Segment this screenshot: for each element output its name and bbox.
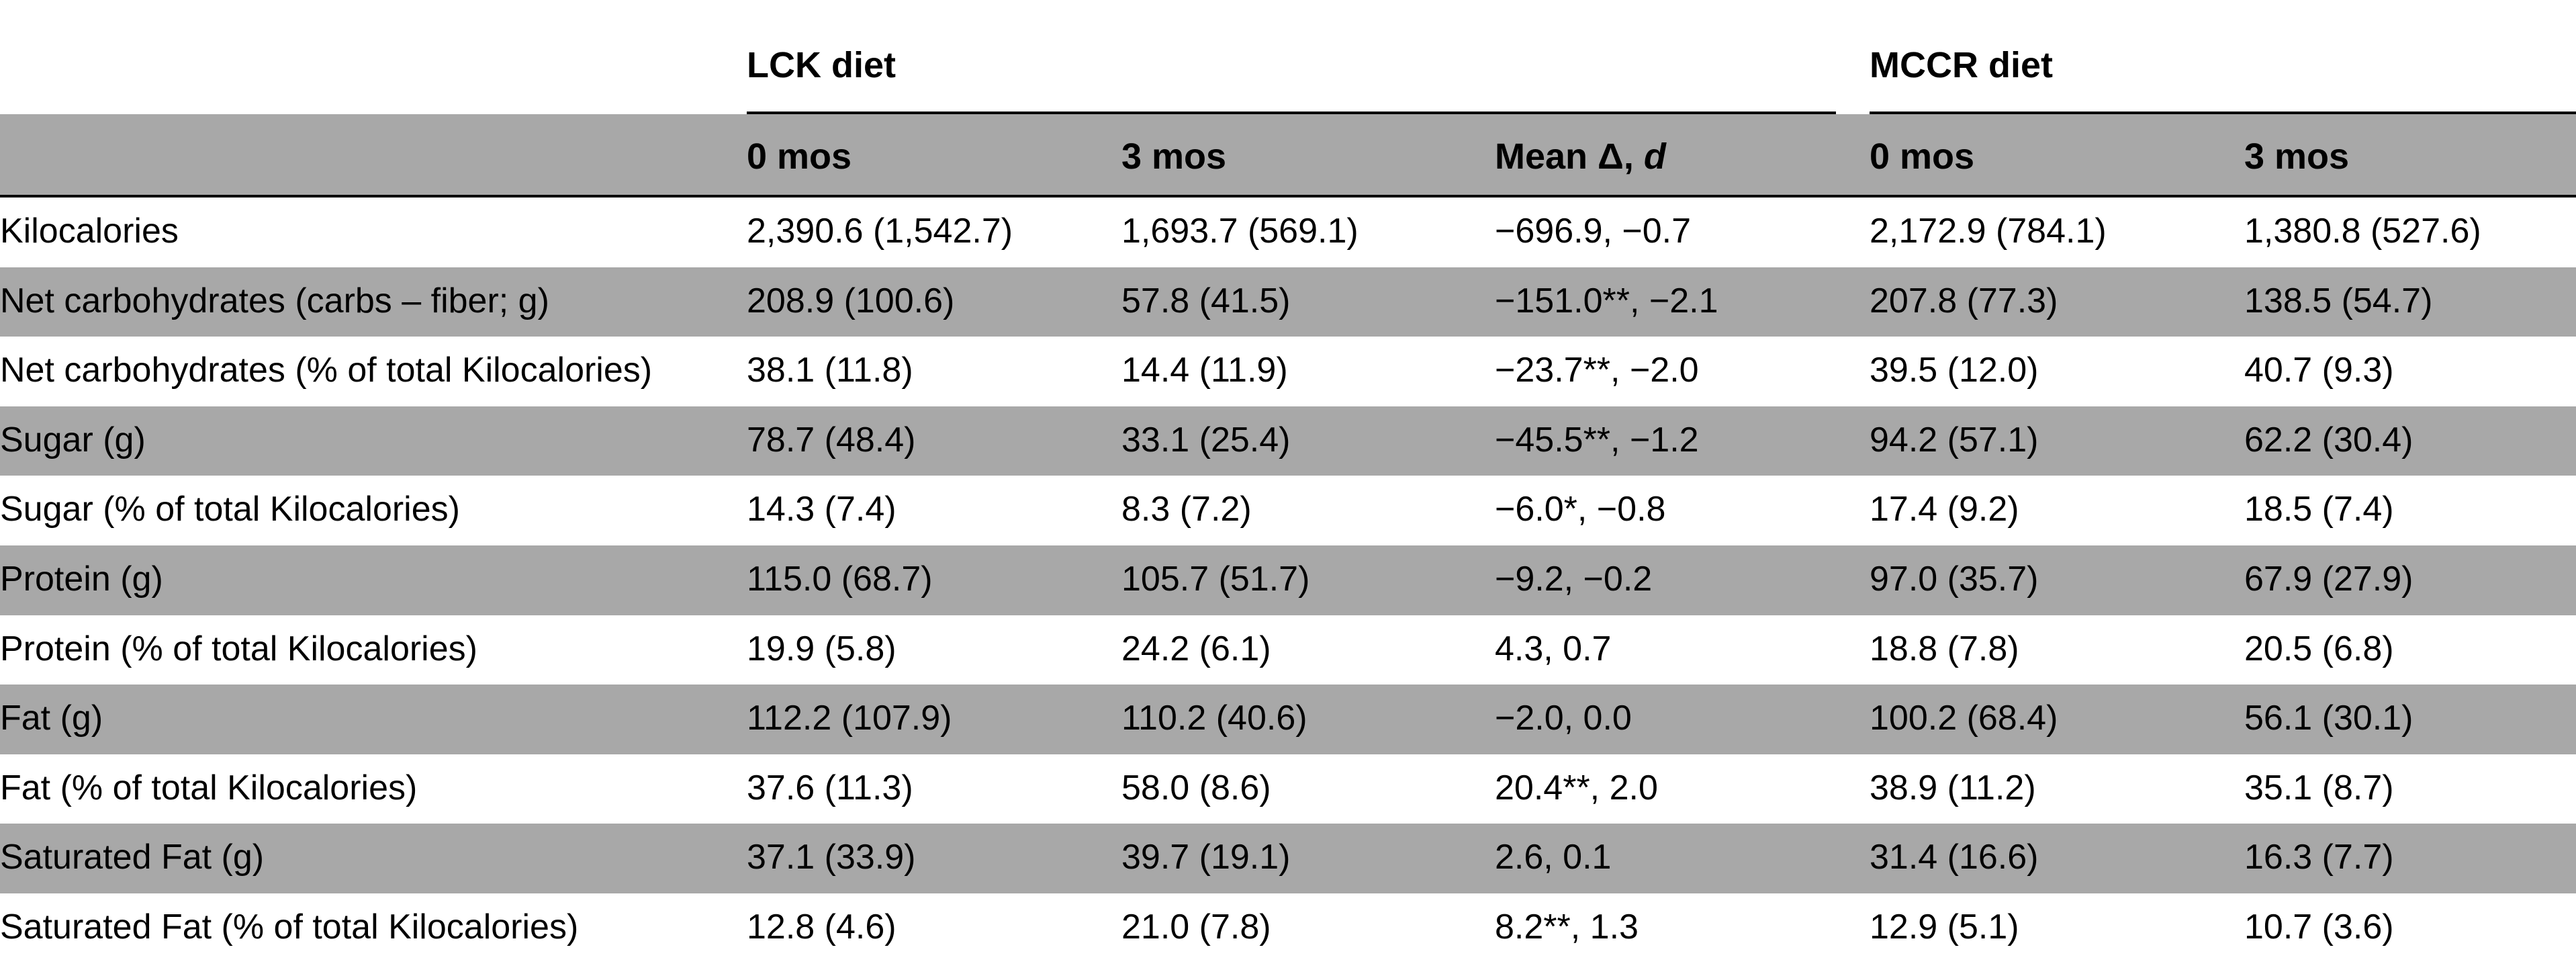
row-label: Net carbohydrates (% of total Kilocalori… [0, 351, 653, 390]
cell-mccr-3-mos: 56.1 (30.1) [2244, 699, 2413, 738]
cell-lck-0-mos: 14.3 (7.4) [747, 490, 896, 529]
table-row: Net carbohydrates (carbs – fiber; g) 208.… [0, 267, 2576, 337]
cell-mean-delta: −696.9, −0.7 [1495, 212, 1692, 251]
row-label: Saturated Fat (g) [0, 838, 265, 877]
cell-lck-0-mos: 37.6 (11.3) [747, 768, 913, 807]
cell-mccr-3-mos: 62.2 (30.4) [2244, 420, 2413, 459]
table-row: Fat (% of total Kilocalories) 37.6 (11.3)… [0, 754, 2576, 824]
cell-mccr-0-mos: 100.2 (68.4) [1870, 699, 2058, 738]
row-label: Sugar (% of total Kilocalories) [0, 490, 460, 529]
column-header-mean-delta: Mean Δ, d [1495, 138, 1666, 175]
cell-mccr-3-mos: 18.5 (7.4) [2244, 490, 2394, 529]
cell-lck-0-mos: 78.7 (48.4) [747, 420, 916, 459]
header-rule [0, 195, 2576, 197]
cell-mean-delta: 4.3, 0.7 [1495, 629, 1612, 668]
cell-lck-3-mos: 24.2 (6.1) [1121, 629, 1271, 668]
cell-lck-0-mos: 208.9 (100.6) [747, 281, 955, 320]
cell-mccr-0-mos: 207.8 (77.3) [1870, 281, 2058, 320]
cell-lck-3-mos: 39.7 (19.1) [1121, 838, 1291, 877]
cell-mean-delta: 2.6, 0.1 [1495, 838, 1612, 877]
cell-lck-0-mos: 115.0 (68.7) [747, 559, 933, 599]
cell-mean-delta: −6.0*, −0.8 [1495, 490, 1666, 529]
cell-lck-3-mos: 58.0 (8.6) [1121, 768, 1271, 807]
cell-lck-3-mos: 33.1 (25.4) [1121, 420, 1291, 459]
table-row: Protein (% of total Kilocalories) 19.9 (5… [0, 615, 2576, 685]
cell-lck-3-mos: 8.3 (7.2) [1121, 490, 1252, 529]
cell-lck-0-mos: 12.8 (4.6) [747, 907, 896, 946]
row-label: Kilocalories [0, 212, 179, 251]
table-row: Sugar (g) 78.7 (48.4) 33.1 (25.4) −45.5**, … [0, 406, 2576, 476]
group-header-lck: LCK diet [747, 45, 896, 85]
table-row: Saturated Fat (% of total Kilocalories) 1… [0, 893, 2576, 963]
cell-lck-3-mos: 1,693.7 (569.1) [1121, 212, 1359, 251]
row-label: Net carbohydrates (carbs – fiber; g) [0, 281, 549, 320]
cell-lck-0-mos: 2,390.6 (1,542.7) [747, 212, 1013, 251]
row-label: Saturated Fat (% of total Kilocalories) [0, 907, 579, 946]
cell-mccr-0-mos: 18.8 (7.8) [1870, 629, 2019, 668]
row-label: Sugar (g) [0, 420, 146, 459]
row-label: Protein (g) [0, 559, 163, 599]
cell-mccr-0-mos: 2,172.9 (784.1) [1870, 212, 2107, 251]
cell-mean-delta: 8.2**, 1.3 [1495, 907, 1639, 946]
table-row: Net carbohydrates (% of total Kilocalori… [0, 337, 2576, 406]
table-row: Protein (g) 115.0 (68.7) 105.7 (51.7) −9.2,… [0, 545, 2576, 615]
cell-mccr-3-mos: 40.7 (9.3) [2244, 351, 2394, 390]
column-header-mccr-3-mos: 3 mos [2244, 136, 2350, 177]
cell-mccr-3-mos: 35.1 (8.7) [2244, 768, 2394, 807]
row-label: Fat (% of total Kilocalories) [0, 768, 418, 807]
column-header-mccr-0-mos: 0 mos [1870, 136, 1975, 177]
cell-mean-delta: −9.2, −0.2 [1495, 559, 1653, 599]
cell-lck-0-mos: 37.1 (33.9) [747, 838, 916, 877]
table-row: Kilocalories 2,390.6 (1,542.7) 1,693.7 (56… [0, 197, 2576, 267]
cell-lck-3-mos: 110.2 (40.6) [1121, 699, 1307, 738]
cell-lck-3-mos: 105.7 (51.7) [1121, 559, 1310, 599]
cell-lck-0-mos: 19.9 (5.8) [747, 629, 896, 668]
cell-lck-0-mos: 38.1 (11.8) [747, 351, 913, 390]
row-label: Protein (% of total Kilocalories) [0, 629, 477, 668]
cell-mccr-0-mos: 39.5 (12.0) [1870, 351, 2039, 390]
cell-mccr-3-mos: 20.5 (6.8) [2244, 629, 2394, 668]
cell-lck-3-mos: 14.4 (11.9) [1121, 351, 1288, 390]
group-underline-lck [747, 112, 1836, 114]
cell-mccr-3-mos: 138.5 (54.7) [2244, 281, 2433, 320]
group-underline-mccr [1870, 112, 2576, 114]
table-row: Saturated Fat (g) 37.1 (33.9) 39.7 (19.1) 2… [0, 824, 2576, 893]
cell-mean-delta: 20.4**, 2.0 [1495, 768, 1658, 807]
row-label: Fat (g) [0, 699, 103, 738]
cell-mccr-0-mos: 31.4 (16.6) [1870, 838, 2039, 877]
cell-lck-3-mos: 57.8 (41.5) [1121, 281, 1291, 320]
group-header-row: LCK diet MCCR diet [0, 0, 2576, 114]
group-header-mccr: MCCR diet [1870, 45, 2053, 85]
cell-mean-delta: −151.0**, −2.1 [1495, 281, 1718, 320]
cell-mccr-3-mos: 10.7 (3.6) [2244, 907, 2394, 946]
cell-lck-0-mos: 112.2 (107.9) [747, 699, 952, 738]
cell-mccr-0-mos: 17.4 (9.2) [1870, 490, 2019, 529]
cell-mean-delta: −23.7**, −2.0 [1495, 351, 1699, 390]
mean-delta-label: Mean Δ, [1495, 136, 1644, 177]
cell-lck-3-mos: 21.0 (7.8) [1121, 907, 1271, 946]
cell-mccr-3-mos: 16.3 (7.7) [2244, 838, 2394, 877]
column-header-lck-3-mos: 3 mos [1121, 136, 1227, 177]
table-body: Kilocalories 2,390.6 (1,542.7) 1,693.7 (56… [0, 197, 2576, 963]
table-row: Fat (g) 112.2 (107.9) 110.2 (40.6) −2.0, 0.… [0, 685, 2576, 754]
column-header-lck-0-mos: 0 mos [747, 136, 852, 177]
table-row: Sugar (% of total Kilocalories) 14.3 (7.4… [0, 476, 2576, 545]
cell-mccr-0-mos: 94.2 (57.1) [1870, 420, 2039, 459]
cell-mean-delta: −45.5**, −1.2 [1495, 420, 1699, 459]
cell-mccr-3-mos: 67.9 (27.9) [2244, 559, 2413, 599]
column-header-row: 0 mos 3 mos Mean Δ, d 0 mos 3 mos [0, 114, 2576, 197]
cell-mccr-0-mos: 97.0 (35.7) [1870, 559, 2039, 599]
cell-mccr-3-mos: 1,380.8 (527.6) [2244, 212, 2481, 251]
effect-size-symbol: d [1643, 136, 1666, 177]
cell-mean-delta: −2.0, 0.0 [1495, 699, 1632, 738]
cell-mccr-0-mos: 38.9 (11.2) [1870, 768, 2036, 807]
cell-mccr-0-mos: 12.9 (5.1) [1870, 907, 2019, 946]
